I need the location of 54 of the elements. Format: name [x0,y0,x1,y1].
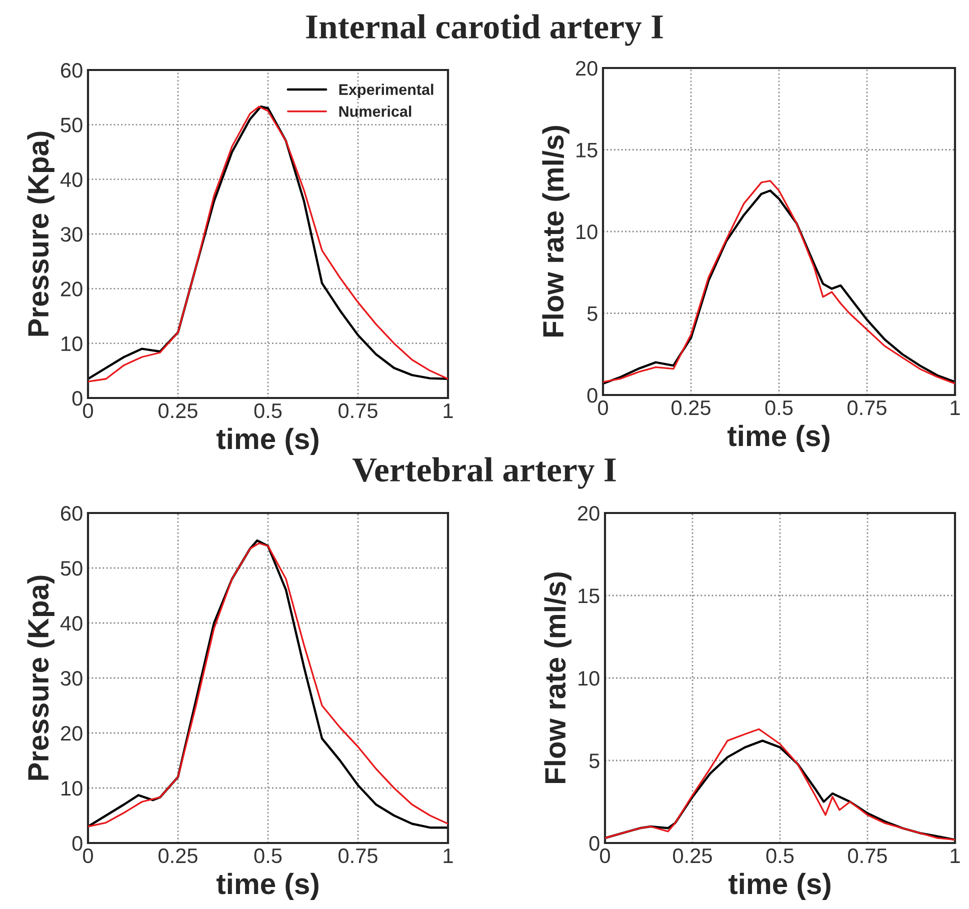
x-tick-label: 0.25 [158,848,198,864]
y-tick-label: 10 [62,336,82,352]
y-tick-label: 20 [578,506,600,521]
x-tick-label: 0 [83,403,93,418]
y-tick-label: 10 [578,671,600,686]
y-tick-label: 5 [589,754,600,768]
x-tick-label: 0.5 [254,403,282,418]
y-tick-label: 15 [578,588,600,604]
y-tick-label: 20 [576,61,598,76]
y-tick-label: 30 [60,671,82,686]
x-axis-title: time (s) [216,428,318,456]
y-tick-label: 60 [61,63,82,78]
x-tick-label: 0.5 [766,848,794,864]
y-tick-label: 10 [62,781,82,796]
x-tick-label: 0.25 [672,400,710,416]
y-tick-label: 5 [587,306,598,322]
y-tick-label: 50 [60,561,82,576]
y-tick-label: 30 [60,227,82,242]
y-tick-label: 60 [61,506,82,521]
legend-label: Numerical [339,106,412,117]
x-tick-label: 1 [950,400,960,415]
x-tick-label: 0.25 [673,848,712,864]
x-axis-title: time (s) [216,872,318,900]
y-axis-title: Flow rate (ml/s) [544,572,572,784]
y-axis-title: Pressure (Kpa) [27,576,54,780]
y-tick-label: 0 [589,836,600,851]
x-tick-label: 1 [950,848,960,863]
x-tick-label: 1 [444,848,453,863]
x-tick-label: 0.25 [158,403,198,418]
x-tick-label: 0 [83,848,93,864]
y-axis-title: Pressure (Kpa) [27,132,54,336]
x-tick-label: 0.5 [765,400,793,416]
y-tick-label: 20 [61,282,82,296]
chart-title: Vertebral artery I [352,457,616,489]
y-tick-label: 0 [72,836,82,851]
y-tick-label: 40 [60,616,82,631]
x-tick-label: 0.75 [338,403,378,418]
y-tick-label: 0 [587,388,598,403]
chart-title: Internal carotid artery I [306,14,663,46]
x-tick-label: 0.75 [848,848,887,864]
y-tick-label: 15 [576,142,598,158]
x-tick-label: 0.75 [848,400,886,416]
x-tick-label: 0 [600,848,610,864]
y-axis-title: Flow rate (ml/s) [542,126,570,337]
x-tick-label: 1 [444,404,453,418]
y-tick-label: 40 [60,172,82,188]
y-tick-label: 50 [60,118,82,132]
x-axis-title: time (s) [728,424,830,452]
x-tick-label: 0.5 [254,848,282,864]
legend-label: Experimental [339,84,434,98]
y-tick-label: 10 [576,224,598,240]
x-tick-label: 0.75 [338,848,378,864]
x-axis-title: time (s) [728,872,830,900]
y-tick-label: 20 [61,726,82,741]
